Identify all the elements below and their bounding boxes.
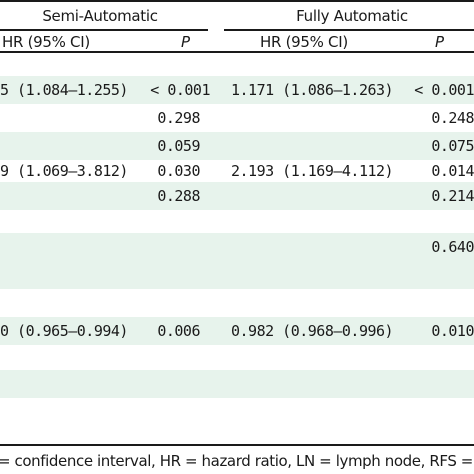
- top-rule: [0, 0, 474, 2]
- table-row: 0.288 0.214: [0, 182, 474, 210]
- fully-p-cell: 0.075: [431, 137, 474, 155]
- fully-hr-cell: 0.982 (0.968–0.996): [231, 322, 394, 340]
- table-row: [0, 398, 474, 426]
- semi-p-cell: 0.298: [157, 109, 200, 127]
- fully-hr-cell: 2.193 (1.169–4.112): [231, 162, 394, 180]
- fully-hr-cell: 1.171 (1.086–1.263): [231, 81, 394, 99]
- fully-p-cell: < 0.001: [414, 81, 474, 99]
- semi-hr-cell: 0 (0.965–0.994): [0, 322, 128, 340]
- fully-p-column-header: P: [435, 33, 444, 51]
- bottom-rule: [0, 444, 474, 446]
- fully-p-cell: 0.214: [431, 187, 474, 205]
- table-row: [0, 370, 474, 398]
- table-row: 5 (1.084–1.255) < 0.001 1.171 (1.086–1.2…: [0, 76, 474, 104]
- fully-hr-column-header: HR (95% CI): [260, 33, 348, 51]
- fully-p-cell: 0.014: [431, 162, 474, 180]
- semi-p-cell: 0.006: [157, 322, 200, 340]
- fully-p-cell: 0.640: [431, 238, 474, 256]
- semi-hr-column-header: HR (95% CI): [2, 33, 90, 51]
- semi-automatic-group-header: Semi-Automatic: [42, 7, 158, 25]
- semi-p-cell: 0.288: [157, 187, 200, 205]
- table-footnote: = confidence interval, HR = hazard ratio…: [0, 452, 473, 470]
- table-row: 0 (0.965–0.994) 0.006 0.982 (0.968–0.996…: [0, 317, 474, 345]
- table-row: 0.059 0.075: [0, 132, 474, 160]
- semi-p-cell: 0.059: [157, 137, 200, 155]
- table-row: 0.298 0.248: [0, 104, 474, 132]
- fully-p-cell: 0.248: [431, 109, 474, 127]
- header-bottom-rule: [0, 51, 474, 53]
- semi-p-column-header: P: [181, 33, 190, 51]
- semi-automatic-group-rule: [0, 29, 208, 31]
- table-row: [0, 261, 474, 289]
- table-row: [0, 345, 474, 373]
- semi-p-cell: 0.030: [157, 162, 200, 180]
- semi-hr-cell: 5 (1.084–1.255): [0, 81, 128, 99]
- semi-p-cell: < 0.001: [150, 81, 210, 99]
- table-row: 0.640: [0, 233, 474, 261]
- table-row: [0, 233, 474, 261]
- fully-automatic-group-rule: [224, 29, 474, 31]
- fully-p-cell: 0.010: [431, 322, 474, 340]
- semi-hr-cell: 9 (1.069–3.812): [0, 162, 128, 180]
- fully-automatic-group-header: Fully Automatic: [296, 7, 408, 25]
- table-row: [0, 289, 474, 317]
- table-row: 9 (1.069–3.812) 0.030 2.193 (1.169–4.112…: [0, 157, 474, 185]
